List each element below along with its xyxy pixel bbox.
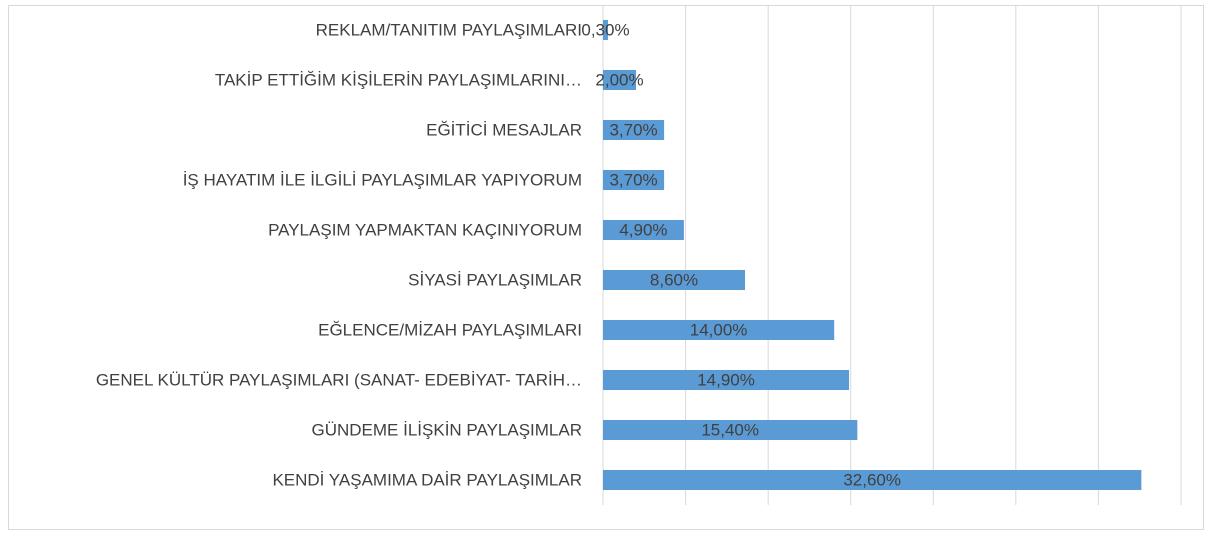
bar [603,420,858,440]
bar [603,70,637,90]
chart-border [8,5,1204,530]
bar [603,220,684,240]
y-tick-label: REKLAM/TANITIM PAYLAŞIMLARI [316,20,582,39]
y-tick-label: EĞİTİCİ MESAJLAR [426,120,582,139]
bar [603,320,835,340]
data-label: 32,60% [843,470,901,489]
bar [603,470,1142,490]
data-label: 2,00% [595,70,643,89]
y-tick-label: KENDİ YAŞAMIMA DAİR PAYLAŞIMLAR [272,470,582,489]
y-tick-label: PAYLAŞIM YAPMAKTAN KAÇINIYORUM [268,220,582,239]
y-tick-label: TAKİP ETTİĞİM KİŞİLERİN PAYLAŞIMLARINI… [215,70,582,89]
y-tick-label: EĞLENCE/MİZAH PAYLAŞIMLARI [318,320,582,339]
data-label: 4,90% [619,220,667,239]
data-label: 15,40% [701,420,759,439]
bar [603,370,850,390]
data-label: 3,70% [609,170,657,189]
y-tick-label: GENEL KÜLTÜR PAYLAŞIMLARI (SANAT- EDEBİY… [96,370,582,389]
bar [603,170,665,190]
data-label: 0,30% [581,20,629,39]
y-tick-label: İŞ HAYATIM İLE İLGİLİ PAYLAŞIMLAR YAPIYO… [183,170,582,189]
bar [603,270,746,290]
y-tick-label: GÜNDEME İLİŞKİN PAYLAŞIMLAR [312,420,583,439]
data-label: 3,70% [609,120,657,139]
data-label: 14,90% [697,370,755,389]
bar [603,120,665,140]
data-label: 14,00% [690,320,748,339]
data-label: 8,60% [650,270,698,289]
bar [603,20,608,40]
y-tick-label: SİYASİ PAYLAŞIMLAR [408,270,582,289]
